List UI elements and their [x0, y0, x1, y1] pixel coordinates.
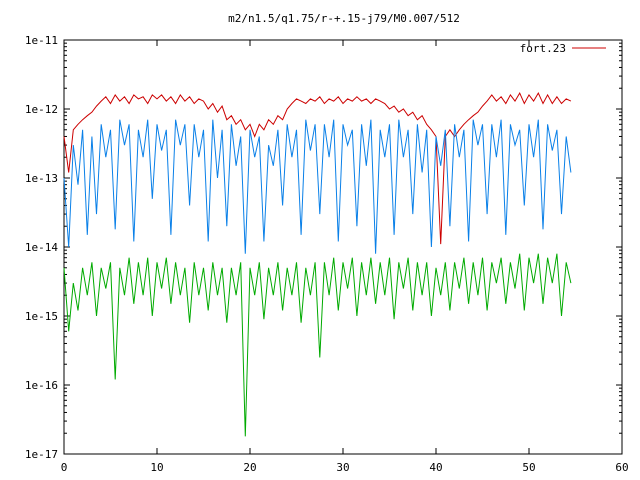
y-tick-label: 1e-16 [25, 379, 58, 392]
series-line-1 [63, 92, 572, 245]
x-tick-label: 60 [615, 461, 628, 474]
legend: fort.23 [520, 42, 606, 55]
x-tick-label: 20 [243, 461, 256, 474]
legend-label-fort23: fort.23 [520, 42, 566, 55]
x-tick-label: 50 [522, 461, 535, 474]
series-line-3 [63, 253, 572, 437]
axis-ticks: 0 10 20 30 40 50 60 1e-11 1e-12 1e-13 1e-14 1e-15 1e… [25, 34, 629, 474]
x-tick-label: 30 [336, 461, 349, 474]
y-tick-label: 1e-11 [25, 34, 58, 47]
y-tick-label: 1e-13 [25, 172, 58, 185]
x-tick-label: 10 [150, 461, 163, 474]
y-tick-label: 1e-15 [25, 310, 58, 323]
x-tick-label: 0 [61, 461, 68, 474]
y-tick-label: 1e-14 [25, 241, 58, 254]
series-line-2 [63, 119, 572, 254]
series-layer [63, 92, 572, 437]
x-tick-label: 40 [429, 461, 442, 474]
chart-title: m2/n1.5/q1.75/r-+.15-j79/M0.007/512 [228, 12, 460, 25]
y-tick-label: 1e-17 [25, 448, 58, 461]
y-tick-label: 1e-12 [25, 103, 58, 116]
plot-frame [63, 39, 623, 455]
